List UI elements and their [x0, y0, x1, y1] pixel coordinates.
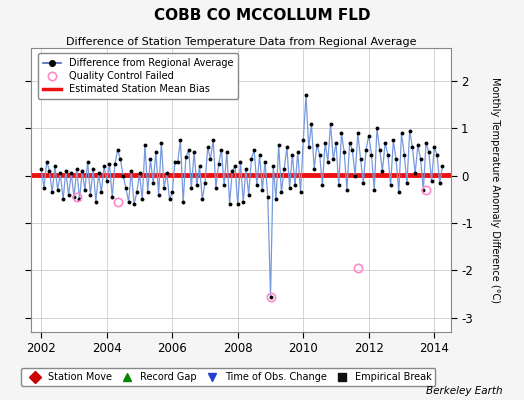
Text: COBB CO MCCOLLUM FLD: COBB CO MCCOLLUM FLD — [154, 8, 370, 23]
Title: Difference of Station Temperature Data from Regional Average: Difference of Station Temperature Data f… — [66, 37, 416, 47]
Legend: Station Move, Record Gap, Time of Obs. Change, Empirical Break: Station Move, Record Gap, Time of Obs. C… — [21, 368, 435, 386]
Y-axis label: Monthly Temperature Anomaly Difference (°C): Monthly Temperature Anomaly Difference (… — [489, 77, 499, 303]
Text: Berkeley Earth: Berkeley Earth — [427, 386, 503, 396]
